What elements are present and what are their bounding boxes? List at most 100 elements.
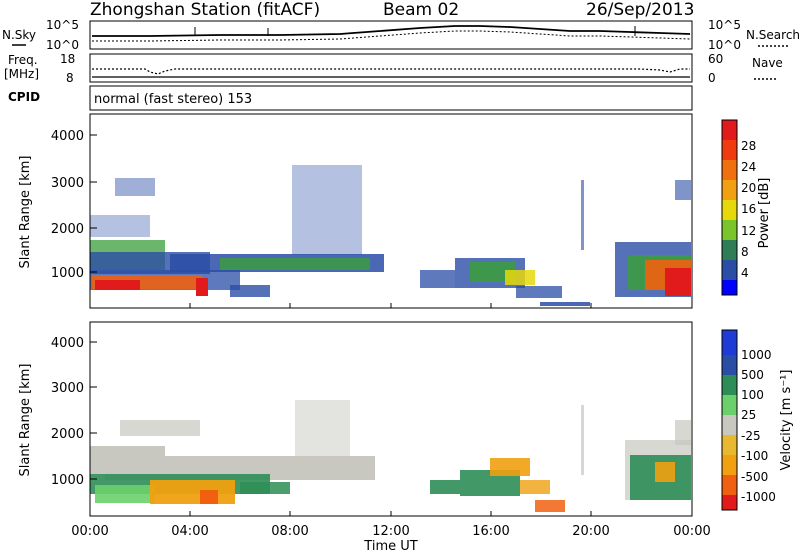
power-colorbar-swatch [722, 120, 737, 140]
velocity-cbar-tick: 100 [741, 388, 764, 402]
xtick-label: 20:00 [572, 524, 609, 539]
power-colorbar-swatch [722, 240, 737, 260]
cpid-label: CPID [8, 90, 40, 104]
velocity-y-axis-label: Slant Range [km] [18, 364, 33, 477]
power-colorbar-swatch [722, 220, 737, 240]
velocity-blob [295, 400, 350, 460]
velocity-ytick-2000: 2000 [51, 427, 84, 442]
power-ytick-2000: 2000 [51, 222, 84, 237]
velocity-blob [430, 480, 460, 494]
power-blob [90, 215, 150, 237]
power-cbar-tick: 20 [741, 181, 756, 195]
velocity-blob [120, 420, 200, 436]
velocity-ytick-4000: 4000 [51, 336, 84, 351]
freq-frame [89, 53, 693, 83]
velocity-panel: 4000 3000 2000 1000 Slant Range [km] 100… [18, 321, 794, 554]
power-cbar-tick: 16 [741, 202, 756, 216]
velocity-colorbar-swatch [722, 395, 737, 415]
power-colorbar-swatch [722, 140, 737, 160]
velocity-blob [520, 480, 550, 494]
power-ytick-1000: 1000 [51, 266, 84, 281]
power-colorbar-label: Power [dB] [757, 178, 772, 249]
velocity-colorbar-swatch [722, 375, 737, 395]
nave-trace [92, 68, 690, 75]
power-heatmap [90, 165, 691, 306]
velocity-blob [655, 462, 675, 482]
power-cbar-tick: 28 [741, 139, 756, 153]
xtick-label: 16:00 [472, 524, 509, 539]
power-blob [95, 280, 140, 290]
velocity-cbar-tick: -1000 [741, 490, 776, 504]
freq-tick-top: 18 [60, 52, 75, 66]
power-colorbar-frame [721, 119, 738, 296]
power-cbar-tick: 8 [741, 245, 749, 259]
power-cbar-tick: 4 [741, 266, 749, 280]
power-colorbar-swatch [722, 260, 737, 280]
nsky-frame [89, 20, 693, 50]
power-ytick-4000: 4000 [51, 129, 84, 144]
velocity-colorbar-swatch [722, 330, 737, 355]
power-colorbar-swatch [722, 200, 737, 220]
power-blob [516, 286, 562, 298]
xtick-label: 12:00 [372, 524, 409, 539]
power-blob [196, 278, 208, 296]
velocity-blob [490, 458, 530, 476]
power-blob [230, 285, 270, 297]
velocity-cbar-tick: -25 [741, 429, 761, 443]
freq-panel: Freq. [MHz] 18 8 60 0 Nave [4, 52, 783, 85]
power-blob [420, 270, 455, 288]
power-blob [665, 268, 691, 296]
velocity-x-ticks [189, 511, 592, 516]
xtick-label: 00:00 [71, 524, 108, 539]
power-ytick-3000: 3000 [51, 176, 84, 191]
power-cbar-tick: 24 [741, 160, 756, 174]
power-cbar-tick: 12 [741, 224, 756, 238]
power-blob [540, 302, 590, 306]
nsearch-label: N.Search [746, 28, 800, 42]
velocity-blob [581, 405, 584, 475]
velocity-heatmap [90, 400, 691, 512]
beam-label: Beam 02 [383, 0, 460, 20]
power-colorbar: 28 24 20 16 12 8 4 Power [dB] [721, 119, 772, 296]
power-colorbar-swatch [722, 160, 737, 180]
velocity-cbar-tick: -500 [741, 470, 768, 484]
nave-tick-top: 60 [708, 52, 723, 66]
power-blob [581, 180, 584, 250]
velocity-blob [150, 480, 235, 504]
date-label: 26/Sep/2013 [586, 0, 695, 20]
velocity-ytick-3000: 3000 [51, 381, 84, 396]
power-blob [470, 262, 515, 282]
xtick-label: 08:00 [271, 524, 308, 539]
power-colorbar-swatch [722, 280, 737, 295]
power-colorbar-swatch [722, 180, 737, 200]
velocity-ytick-1000: 1000 [51, 473, 84, 488]
velocity-blob [240, 482, 290, 494]
power-blob [292, 165, 362, 255]
nsky-trace [92, 25, 691, 37]
cpid-panel: CPID normal (fast stereo) 153 [8, 85, 693, 111]
power-blob [675, 180, 691, 200]
velocity-colorbar-swatch [722, 355, 737, 375]
velocity-blob [535, 500, 565, 512]
x-tick-labels: 00:00 04:00 08:00 12:00 16:00 20:00 00:0… [71, 524, 710, 539]
velocity-colorbar-swatch [722, 455, 737, 475]
cpid-frame [89, 85, 693, 111]
station-title: Zhongshan Station (fitACF) [90, 0, 321, 20]
nsearch-tick-top: 10^5 [708, 18, 741, 32]
velocity-blob [200, 490, 218, 504]
freq-unit: [MHz] [4, 67, 39, 81]
nsky-tick-top: 10^5 [46, 18, 79, 32]
velocity-blob [95, 485, 155, 503]
cpid-text: normal (fast stereo) 153 [94, 92, 252, 107]
velocity-blob [675, 420, 691, 445]
freq-label: Freq. [8, 53, 38, 67]
x-axis-label: Time UT [363, 539, 417, 554]
nave-label: Nave [752, 56, 783, 70]
nsky-label: N.Sky [2, 28, 36, 42]
freq-tick-bottom: 8 [66, 71, 74, 85]
power-x-ticks [189, 303, 592, 308]
nsearch-tick-bottom: 10^0 [708, 38, 741, 52]
power-blob [220, 258, 370, 270]
power-y-axis-label: Slant Range [km] [18, 156, 33, 269]
